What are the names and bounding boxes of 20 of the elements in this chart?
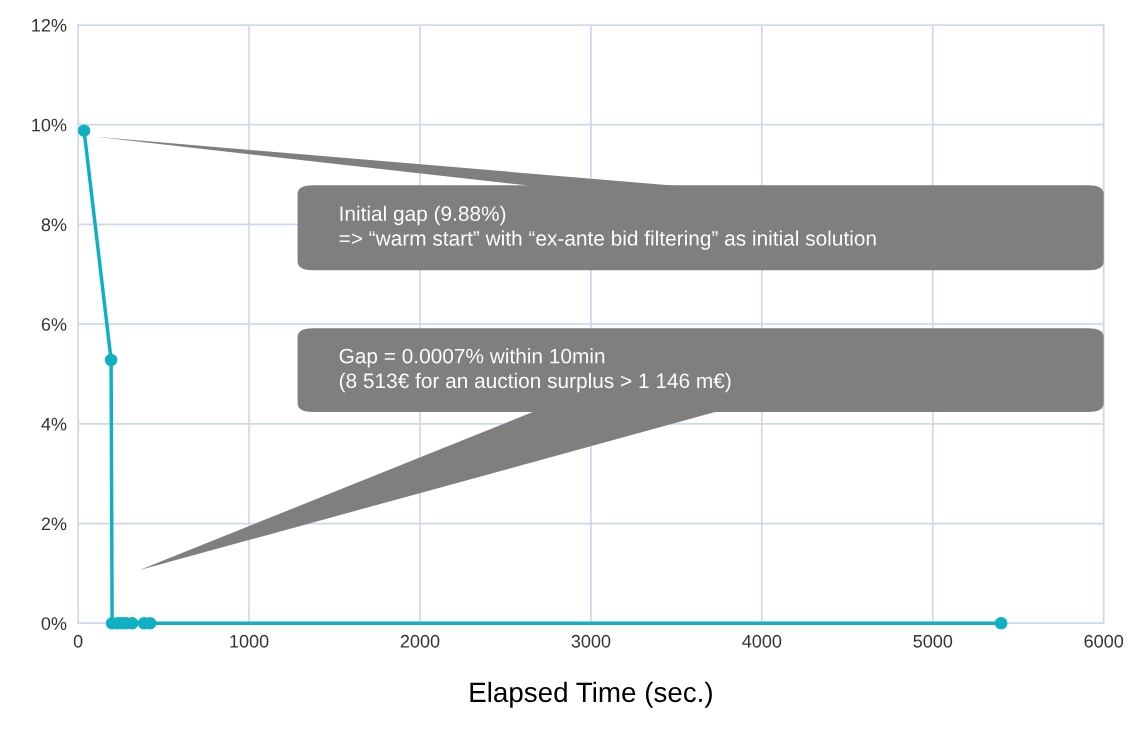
x-tick-label: 3000 <box>571 634 611 648</box>
annotation: Initial gap (9.88%) => “warm start” with “ex-ante bid filtering” as initial solution <box>339 205 876 250</box>
y-tick-label: 6% <box>41 318 67 331</box>
x-tick-label: 4000 <box>742 634 782 648</box>
y-tick-label: 10% <box>32 118 67 132</box>
x-tick-label: 2000 <box>400 634 440 648</box>
y-tick-label: 4% <box>41 417 67 431</box>
point <box>994 617 1008 630</box>
x-tick-label: 6000 <box>1084 634 1124 648</box>
x-tick-label: 5000 <box>913 634 953 648</box>
y-tick-label: 2% <box>41 517 67 531</box>
y-tick-label: 0% <box>41 617 67 630</box>
annotation: Gap = 0.0007% within 10min (8 513€ for an auction surplus > 1 146 m€) <box>339 348 731 393</box>
point <box>77 124 91 137</box>
x-tick-label: 1000 <box>230 634 269 648</box>
y-tick-label: 12% <box>32 18 67 32</box>
point <box>104 353 118 367</box>
x-axis-title: Elapsed Time (sec.) <box>470 681 712 708</box>
y-tick-label: 8% <box>41 218 67 232</box>
x-tick-label: 0 <box>73 634 83 648</box>
